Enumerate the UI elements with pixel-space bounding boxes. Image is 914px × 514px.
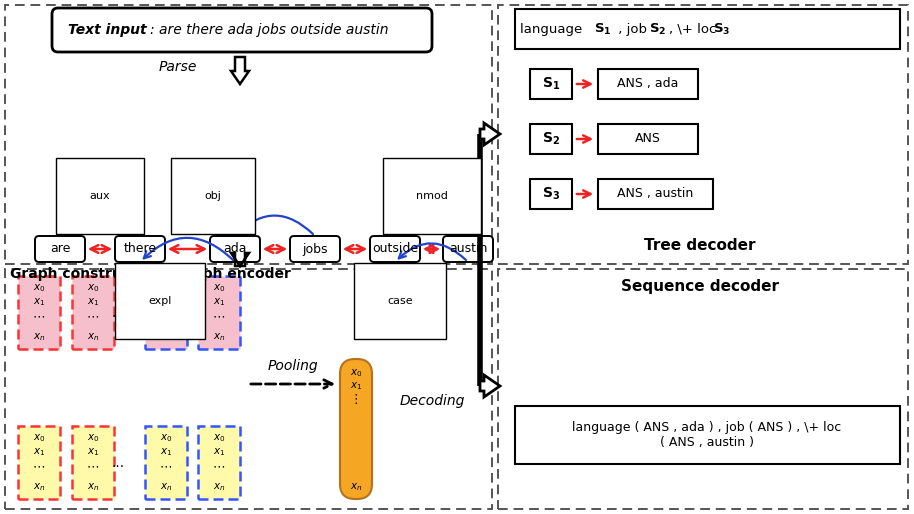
Text: $\mathbf{S_3}$: $\mathbf{S_3}$ [542,186,560,202]
Text: Sequence decoder: Sequence decoder [621,279,779,293]
FancyBboxPatch shape [340,359,372,499]
Text: $x_n$: $x_n$ [350,481,362,493]
Text: ANS , austin: ANS , austin [617,188,693,200]
Text: $x_n$: $x_n$ [33,331,46,343]
Text: $x_0$: $x_0$ [33,282,46,294]
Text: Decoding: Decoding [399,394,464,408]
Text: outside: outside [372,243,418,255]
FancyBboxPatch shape [210,236,260,262]
Text: Text input: Text input [68,23,146,37]
Text: $x_1$: $x_1$ [87,446,100,458]
Text: $\mathbf{S_1}$: $\mathbf{S_1}$ [594,22,611,36]
FancyBboxPatch shape [115,236,165,262]
Text: $x_0$: $x_0$ [160,432,172,444]
Text: ⋯: ⋯ [87,461,100,473]
Text: ⋮: ⋮ [350,394,362,407]
Text: $\mathbf{S_1}$: $\mathbf{S_1}$ [542,76,560,92]
FancyBboxPatch shape [598,69,698,99]
Text: $x_0$: $x_0$ [33,432,46,444]
Text: $\mathbf{S_2}$: $\mathbf{S_2}$ [542,131,560,147]
Text: , job: , job [614,23,652,35]
FancyBboxPatch shape [290,236,340,262]
FancyBboxPatch shape [145,276,187,349]
Text: ⋯: ⋯ [87,310,100,323]
Text: $x_0$: $x_0$ [213,282,225,294]
Text: jobs: jobs [303,243,328,255]
Text: language: language [520,23,587,35]
FancyBboxPatch shape [72,276,114,349]
Text: ⋯: ⋯ [33,310,46,323]
FancyBboxPatch shape [18,276,60,349]
Text: are: are [49,243,70,255]
Text: obj: obj [205,191,221,201]
Text: $x_n$: $x_n$ [33,481,46,493]
Text: ⋯: ⋯ [160,310,172,323]
FancyBboxPatch shape [370,236,420,262]
FancyBboxPatch shape [515,9,900,49]
Text: nmod: nmod [416,191,448,201]
FancyBboxPatch shape [198,276,240,349]
Text: there: there [123,243,156,255]
Text: $x_0$: $x_0$ [87,282,100,294]
Text: , \+ loc: , \+ loc [669,23,720,35]
FancyBboxPatch shape [515,406,900,464]
Text: : are there ada jobs outside austin: : are there ada jobs outside austin [150,23,388,37]
FancyBboxPatch shape [530,69,572,99]
Text: ⋯: ⋯ [160,461,172,473]
Text: $x_1$: $x_1$ [160,446,172,458]
FancyBboxPatch shape [530,179,572,209]
Text: $x_n$: $x_n$ [213,481,225,493]
Text: Graph encoder: Graph encoder [175,267,291,281]
Text: $x_1$: $x_1$ [160,296,172,308]
Text: $x_n$: $x_n$ [87,331,100,343]
Polygon shape [480,123,500,145]
Text: aux: aux [90,191,111,201]
Text: $x_1$: $x_1$ [213,446,225,458]
FancyBboxPatch shape [145,426,187,499]
Text: $x_0$: $x_0$ [87,432,100,444]
Text: ANS , ada: ANS , ada [617,78,679,90]
Text: $x_0$: $x_0$ [350,367,362,379]
FancyBboxPatch shape [52,8,432,52]
Text: Tree decoder: Tree decoder [644,238,756,253]
Text: Pooling: Pooling [268,359,318,373]
FancyBboxPatch shape [530,124,572,154]
Text: $x_n$: $x_n$ [213,331,225,343]
Text: ⋯: ⋯ [33,461,46,473]
Text: $x_n$: $x_n$ [87,481,100,493]
Text: Parse: Parse [159,60,197,74]
Text: $x_1$: $x_1$ [33,446,45,458]
Text: $x_1$: $x_1$ [33,296,45,308]
Text: $\mathbf{S_3}$: $\mathbf{S_3}$ [713,22,730,36]
Polygon shape [231,253,249,266]
FancyBboxPatch shape [72,426,114,499]
Text: ada: ada [223,243,247,255]
FancyBboxPatch shape [35,236,85,262]
FancyBboxPatch shape [598,124,698,154]
FancyBboxPatch shape [443,236,493,262]
Text: Graph constructor: Graph constructor [10,267,154,281]
Text: ⋯: ⋯ [213,310,225,323]
Text: case: case [388,296,413,306]
Text: $x_0$: $x_0$ [160,282,172,294]
Text: expl: expl [148,296,172,306]
Polygon shape [480,375,500,397]
Text: $x_1$: $x_1$ [350,380,362,392]
Text: $x_n$: $x_n$ [160,331,172,343]
FancyBboxPatch shape [198,426,240,499]
Text: $x_1$: $x_1$ [213,296,225,308]
Text: ANS: ANS [635,133,661,145]
Text: ...: ... [112,456,124,470]
Text: $x_n$: $x_n$ [160,481,172,493]
Text: ⋯: ⋯ [213,461,225,473]
FancyBboxPatch shape [18,426,60,499]
Text: ...: ... [112,306,124,320]
Text: $\mathbf{S_2}$: $\mathbf{S_2}$ [649,22,666,36]
Text: $x_1$: $x_1$ [87,296,100,308]
Text: language ( ANS , ada ) , job ( ANS ) , \+ loc
( ANS , austin ): language ( ANS , ada ) , job ( ANS ) , \… [572,421,842,449]
Text: $x_0$: $x_0$ [213,432,225,444]
FancyBboxPatch shape [598,179,713,209]
Text: austin: austin [449,243,487,255]
Polygon shape [231,57,249,84]
